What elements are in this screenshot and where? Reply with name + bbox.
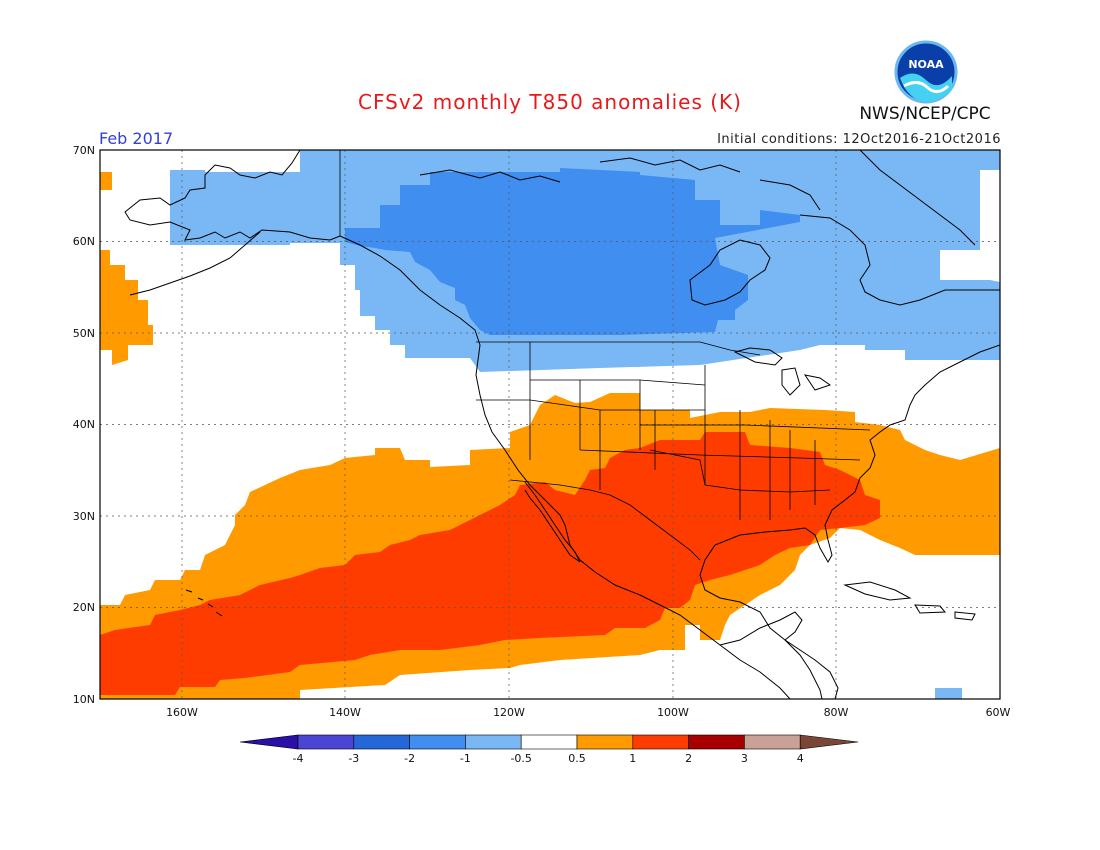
legend-tick-label: -3 bbox=[348, 752, 359, 765]
legend-swatch bbox=[409, 734, 466, 750]
map-title: CFSv2 monthly T850 anomalies (K) bbox=[358, 90, 742, 114]
anomaly-orange-far-west bbox=[100, 172, 112, 190]
legend-swatch-high bbox=[799, 734, 859, 750]
lat-lon-grid bbox=[100, 150, 1000, 699]
anomaly-light-blue-atlantic bbox=[910, 340, 1000, 360]
anomaly-light-blue-caribbean bbox=[935, 688, 962, 699]
political-borders bbox=[339, 150, 871, 561]
lon-label: 160W bbox=[166, 706, 198, 719]
lon-label: 60W bbox=[986, 706, 1011, 719]
legend-tick-label: 2 bbox=[685, 752, 692, 765]
noaa-logo-text: NOAA bbox=[908, 58, 944, 71]
legend-swatch bbox=[576, 734, 634, 750]
legend-swatch bbox=[297, 734, 355, 750]
lat-label: 40N bbox=[73, 418, 95, 431]
legend-swatch bbox=[744, 734, 801, 750]
forecast-month: Feb 2017 bbox=[99, 129, 174, 148]
lon-label: 100W bbox=[657, 706, 689, 719]
legend-swatch bbox=[465, 734, 522, 750]
legend-tick-label: 0.5 bbox=[568, 752, 586, 765]
legend-tick-label: -4 bbox=[293, 752, 304, 765]
lat-label: 30N bbox=[73, 510, 95, 523]
anomaly-orange-atlantic-patch bbox=[890, 505, 1000, 555]
lon-label: 140W bbox=[329, 706, 361, 719]
lon-axis-labels: 160W 140W 120W 100W 80W 60W bbox=[166, 706, 1010, 719]
coastlines bbox=[124, 150, 1000, 699]
legend-tick-label: -2 bbox=[404, 752, 415, 765]
legend-swatch bbox=[632, 734, 689, 750]
map-frame bbox=[99, 149, 1001, 700]
lat-label: 10N bbox=[73, 693, 95, 706]
legend-tick-label: 1 bbox=[629, 752, 636, 765]
lat-label: 50N bbox=[73, 327, 95, 340]
legend-swatch bbox=[353, 734, 410, 750]
noaa-logo: NOAA bbox=[894, 40, 958, 104]
lon-label: 80W bbox=[824, 706, 849, 719]
lat-label: 60N bbox=[73, 235, 95, 248]
color-legend: -4 -3 -2 -1 -0.5 0.5 1 2 3 4 bbox=[239, 734, 859, 765]
anomaly-medium-blue-region bbox=[345, 168, 800, 335]
legend-swatch bbox=[520, 734, 578, 750]
anomaly-red-band bbox=[100, 432, 880, 695]
anomaly-orange-north-pacific bbox=[100, 250, 153, 365]
legend-swatch-low bbox=[239, 734, 299, 750]
initial-conditions: Initial conditions: 12Oct2016-21Oct2016 bbox=[717, 132, 1001, 147]
legend-tick-label: 3 bbox=[741, 752, 748, 765]
legend-swatch bbox=[688, 734, 745, 750]
lat-axis-labels: 70N 60N 50N 40N 30N 20N 10N bbox=[73, 144, 95, 706]
legend-tick-label: 4 bbox=[797, 752, 804, 765]
lat-label: 20N bbox=[73, 601, 95, 614]
agency-label: NWS/NCEP/CPC bbox=[859, 104, 991, 124]
legend-tick-label: -0.5 bbox=[510, 752, 531, 765]
map-area bbox=[100, 150, 1000, 699]
lon-label: 120W bbox=[493, 706, 525, 719]
lat-label: 70N bbox=[73, 144, 95, 157]
legend-tick-label: -1 bbox=[460, 752, 471, 765]
